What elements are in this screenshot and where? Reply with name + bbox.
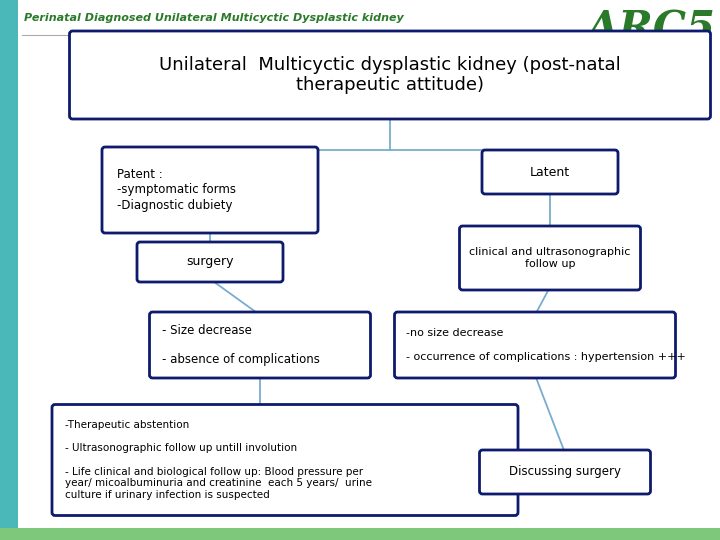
FancyBboxPatch shape	[52, 404, 518, 516]
FancyBboxPatch shape	[137, 242, 283, 282]
Text: surgery: surgery	[186, 255, 234, 268]
FancyBboxPatch shape	[459, 226, 641, 290]
Text: Latent: Latent	[530, 165, 570, 179]
FancyBboxPatch shape	[70, 31, 711, 119]
Text: -Therapeutic abstention

- Ultrasonographic follow up untill involution

- Life : -Therapeutic abstention - Ultrasonograph…	[65, 420, 372, 500]
Text: - Size decrease

- absence of complications: - Size decrease - absence of complicatio…	[163, 323, 320, 367]
Text: -no size decrease

- occurrence of complications : hypertension +++: -no size decrease - occurrence of compli…	[405, 328, 685, 362]
Text: clinical and ultrasonographic
follow up: clinical and ultrasonographic follow up	[469, 247, 631, 269]
Text: Perinatal Diagnosed Unilateral Multicyctic Dysplastic kidney: Perinatal Diagnosed Unilateral Multicyct…	[24, 13, 404, 23]
Text: Unilateral  Multicyctic dysplastic kidney (post-natal
therapeutic attitude): Unilateral Multicyctic dysplastic kidney…	[159, 56, 621, 94]
Bar	[0, 0, 18, 540]
FancyBboxPatch shape	[395, 312, 675, 378]
Bar	[0, 528, 720, 540]
Text: ARC5: ARC5	[586, 8, 715, 50]
Text: Discussing surgery: Discussing surgery	[509, 465, 621, 478]
FancyBboxPatch shape	[482, 150, 618, 194]
Text: Patent :
-symptomatic forms
-Diagnostic dubiety: Patent : -symptomatic forms -Diagnostic …	[117, 168, 236, 212]
FancyBboxPatch shape	[480, 450, 650, 494]
FancyBboxPatch shape	[150, 312, 371, 378]
FancyBboxPatch shape	[102, 147, 318, 233]
